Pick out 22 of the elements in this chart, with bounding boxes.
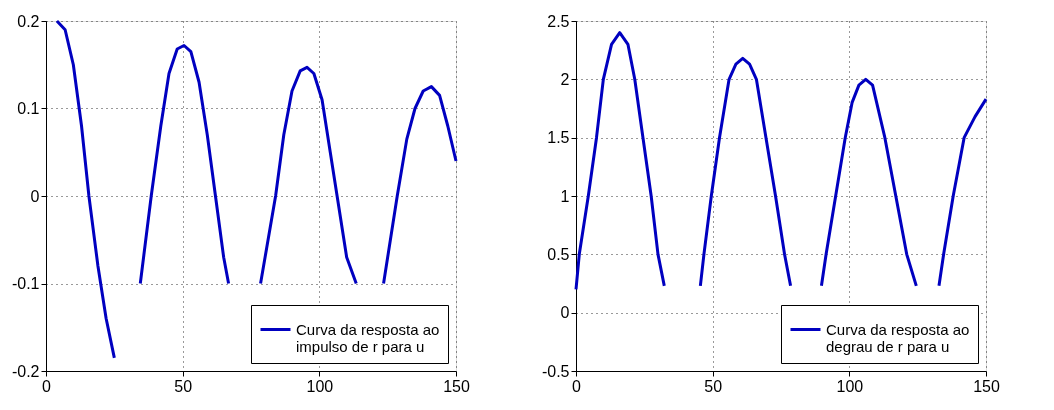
y-tick-label: -0.5 <box>541 362 570 380</box>
x-tick-label: 0 <box>42 377 52 395</box>
y-tick-label: -0.2 <box>11 362 40 380</box>
x-tick-label: 100 <box>836 377 864 395</box>
x-tick-label: 50 <box>704 377 723 395</box>
y-tick-label: 2 <box>560 70 570 88</box>
x-tick-label: 100 <box>306 377 334 395</box>
y-tick-label: 1.5 <box>547 129 570 147</box>
x-tick-label: 0 <box>572 377 582 395</box>
y-tick-label: 1 <box>560 187 570 205</box>
y-tick-label: 0.2 <box>17 12 40 30</box>
y-tick-label: 2.5 <box>547 12 570 30</box>
x-tick-label: 50 <box>174 377 193 395</box>
legend-label: Curva da resposta ao degrau de r para u <box>826 320 970 355</box>
x-tick-label: 150 <box>973 377 1000 395</box>
y-tick-label: 0.5 <box>547 245 570 263</box>
y-tick-label: 0 <box>560 304 570 322</box>
y-tick-label: 0.1 <box>17 100 40 117</box>
x-tick-label: 150 <box>443 377 470 395</box>
legend-label: Curva da resposta ao impulso de r para u <box>296 320 440 355</box>
y-tick-label: -0.1 <box>11 275 40 292</box>
y-tick-label: 0 <box>30 187 40 205</box>
